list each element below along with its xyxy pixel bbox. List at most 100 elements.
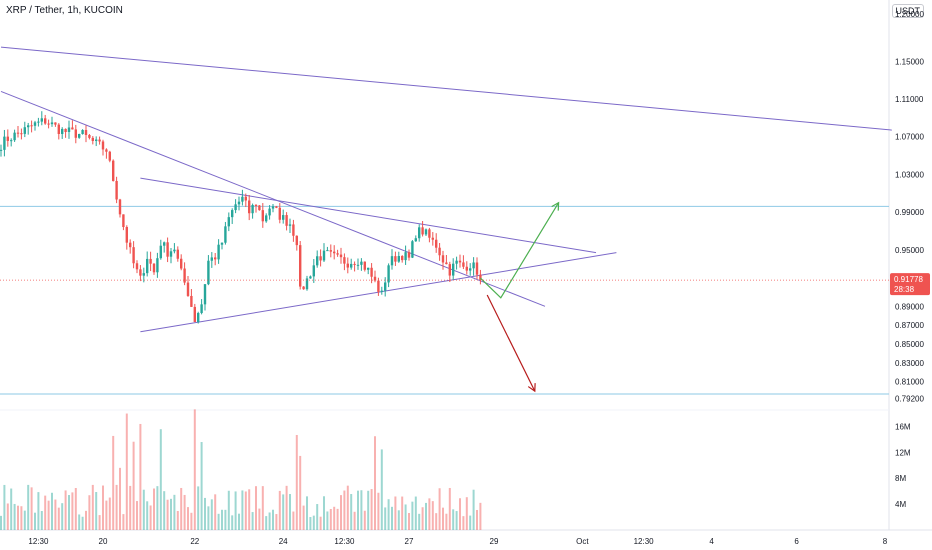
candle	[3, 136, 6, 150]
volume-bar	[380, 449, 383, 530]
candle	[319, 256, 322, 261]
candle	[360, 261, 363, 265]
candle	[152, 263, 156, 273]
candle	[88, 135, 91, 138]
candle	[458, 260, 462, 263]
arrowhead-bearish	[527, 383, 536, 393]
candle	[248, 200, 251, 214]
volume-bar	[95, 492, 98, 530]
volume-bar	[139, 423, 142, 530]
candle	[81, 129, 84, 135]
candle	[292, 224, 295, 236]
candle	[414, 238, 417, 242]
volume-bar	[425, 502, 427, 530]
volume-bar	[404, 504, 407, 530]
volume-bar	[125, 413, 128, 530]
candle	[428, 229, 431, 238]
candle	[180, 258, 183, 269]
volume-bar	[435, 513, 438, 530]
price-tick-label: 0.81000	[895, 378, 924, 387]
candle	[329, 250, 332, 252]
chart-title: XRP / Tether, 1h, KUCOIN	[6, 5, 123, 16]
candle	[193, 306, 196, 322]
candle	[305, 278, 309, 290]
volume-bar	[238, 513, 240, 530]
candle	[469, 268, 472, 271]
candle	[149, 258, 152, 264]
candle	[108, 151, 111, 161]
volume-bar	[34, 512, 36, 530]
volume-bar	[64, 490, 67, 530]
volume-bar	[421, 507, 424, 530]
price-axis[interactable]: 1.20000 1.15000 1.11000 1.07000 1.03000 0.990…	[895, 10, 924, 404]
candle	[455, 260, 458, 264]
candle	[316, 256, 319, 266]
candle	[20, 133, 23, 135]
volume-bar	[88, 495, 91, 530]
candle	[421, 227, 424, 235]
volume-bar	[81, 516, 84, 530]
candle	[214, 257, 217, 260]
candle	[101, 141, 105, 150]
candle	[220, 242, 224, 245]
candle	[183, 268, 186, 283]
candle	[278, 207, 281, 220]
projection-bullish	[479, 202, 560, 299]
volume-bar	[54, 499, 57, 530]
volume-bar	[306, 496, 308, 530]
time-tick-label: 8	[883, 537, 888, 546]
candle	[438, 247, 441, 256]
volume-bar	[268, 512, 271, 530]
price-tick-label: 0.95000	[895, 246, 924, 255]
candle	[115, 180, 118, 200]
volume-bar	[210, 499, 213, 530]
candle	[50, 122, 54, 125]
volume-bar	[442, 507, 444, 530]
candle	[282, 215, 285, 220]
candle	[462, 262, 465, 267]
volume-bar	[394, 496, 397, 530]
volume-bar	[166, 499, 169, 530]
candle	[217, 244, 220, 260]
candle	[452, 263, 455, 276]
candle	[390, 256, 394, 266]
last-price-tag	[890, 273, 930, 296]
volume-bar	[309, 517, 312, 530]
candle	[424, 229, 428, 235]
candle	[200, 304, 203, 314]
candle	[384, 282, 387, 291]
volume-bar	[479, 502, 482, 530]
time-tick-label: 29	[490, 537, 499, 546]
candle	[326, 250, 329, 252]
currency-badge[interactable]: USDT	[891, 4, 924, 18]
volume-bar	[149, 505, 152, 530]
volume-bar	[40, 511, 43, 530]
candle	[125, 227, 128, 243]
candle	[356, 264, 360, 266]
price-tick-label: 0.89000	[895, 302, 924, 311]
volume-bar	[353, 511, 356, 530]
price-tick-label: 1.03000	[895, 170, 924, 179]
volume-bar	[370, 489, 373, 530]
volume-tick-label: 12M	[895, 448, 911, 457]
candle	[54, 122, 57, 125]
candle	[479, 274, 482, 281]
candle	[16, 132, 20, 134]
candle	[363, 261, 366, 270]
volume-bar	[13, 503, 16, 530]
volume-bar	[142, 489, 145, 530]
trendlines	[0, 46, 892, 333]
price-tick-label: 1.15000	[895, 57, 924, 66]
volume-bar	[411, 501, 414, 530]
candle	[237, 201, 241, 205]
candle	[91, 137, 94, 141]
time-axis[interactable]: 12:30 20 22 24 12:30 27 29 Oct 12:30 4 6 8	[28, 537, 887, 546]
volume-bar	[282, 494, 285, 530]
volume-bar	[462, 516, 465, 530]
time-tick-label: 20	[99, 537, 108, 546]
candle	[27, 125, 30, 128]
candle	[309, 276, 312, 279]
price-tick-label: 0.85000	[895, 340, 924, 349]
candle	[95, 139, 98, 141]
